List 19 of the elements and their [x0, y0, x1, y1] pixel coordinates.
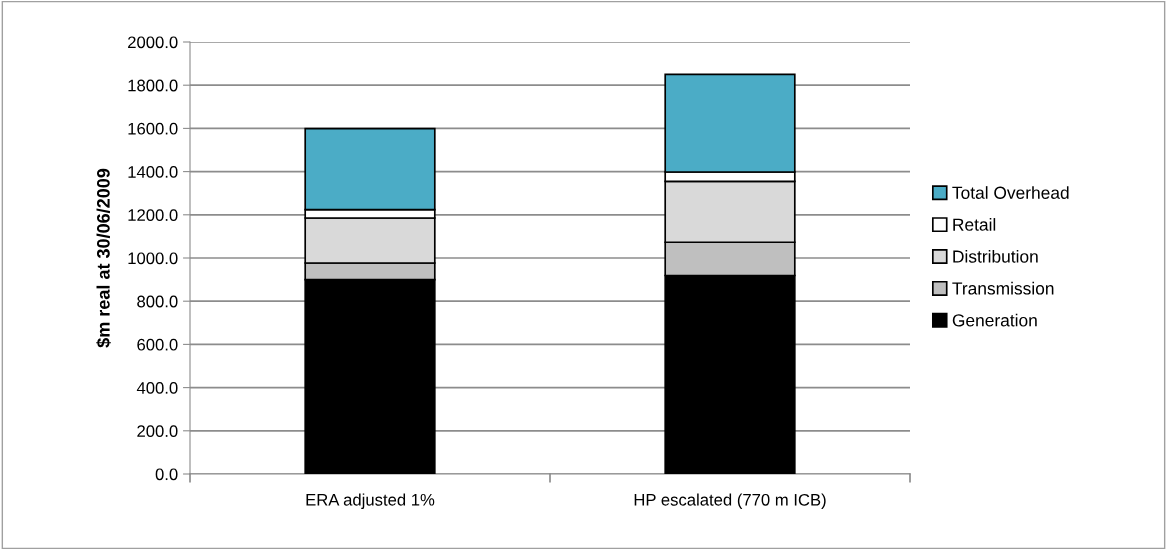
x-tick-label: HP escalated (770 m ICB)	[634, 493, 826, 509]
y-tick-label: 800.0	[137, 295, 178, 308]
y-axis-title: $m real at 30/06/2009	[96, 168, 111, 348]
y-tick-label: 400.0	[136, 382, 178, 394]
legend-label: Total Overhead	[952, 186, 1069, 199]
legend-label: Transmission	[952, 281, 1054, 295]
y-tick-label: 1000.0	[128, 252, 178, 265]
x-tick-label: ERA adjusted 1%	[306, 493, 435, 509]
legend-label: Retail	[953, 218, 996, 231]
y-tick-label: 600.0	[137, 338, 178, 351]
legend-label: Generation	[952, 313, 1037, 327]
y-tick-label: 1400.0	[128, 166, 178, 178]
y-tick-label: 200.0	[137, 425, 178, 437]
legend-label: Distribution	[953, 249, 1038, 263]
y-tick-label: 1600.0	[128, 122, 178, 135]
y-tick-label: 1800.0	[128, 79, 178, 92]
y-tick-label: 0.0	[155, 468, 178, 481]
y-tick-label: 1200.0	[128, 209, 178, 221]
y-tick-label: 2000.0	[128, 36, 178, 49]
